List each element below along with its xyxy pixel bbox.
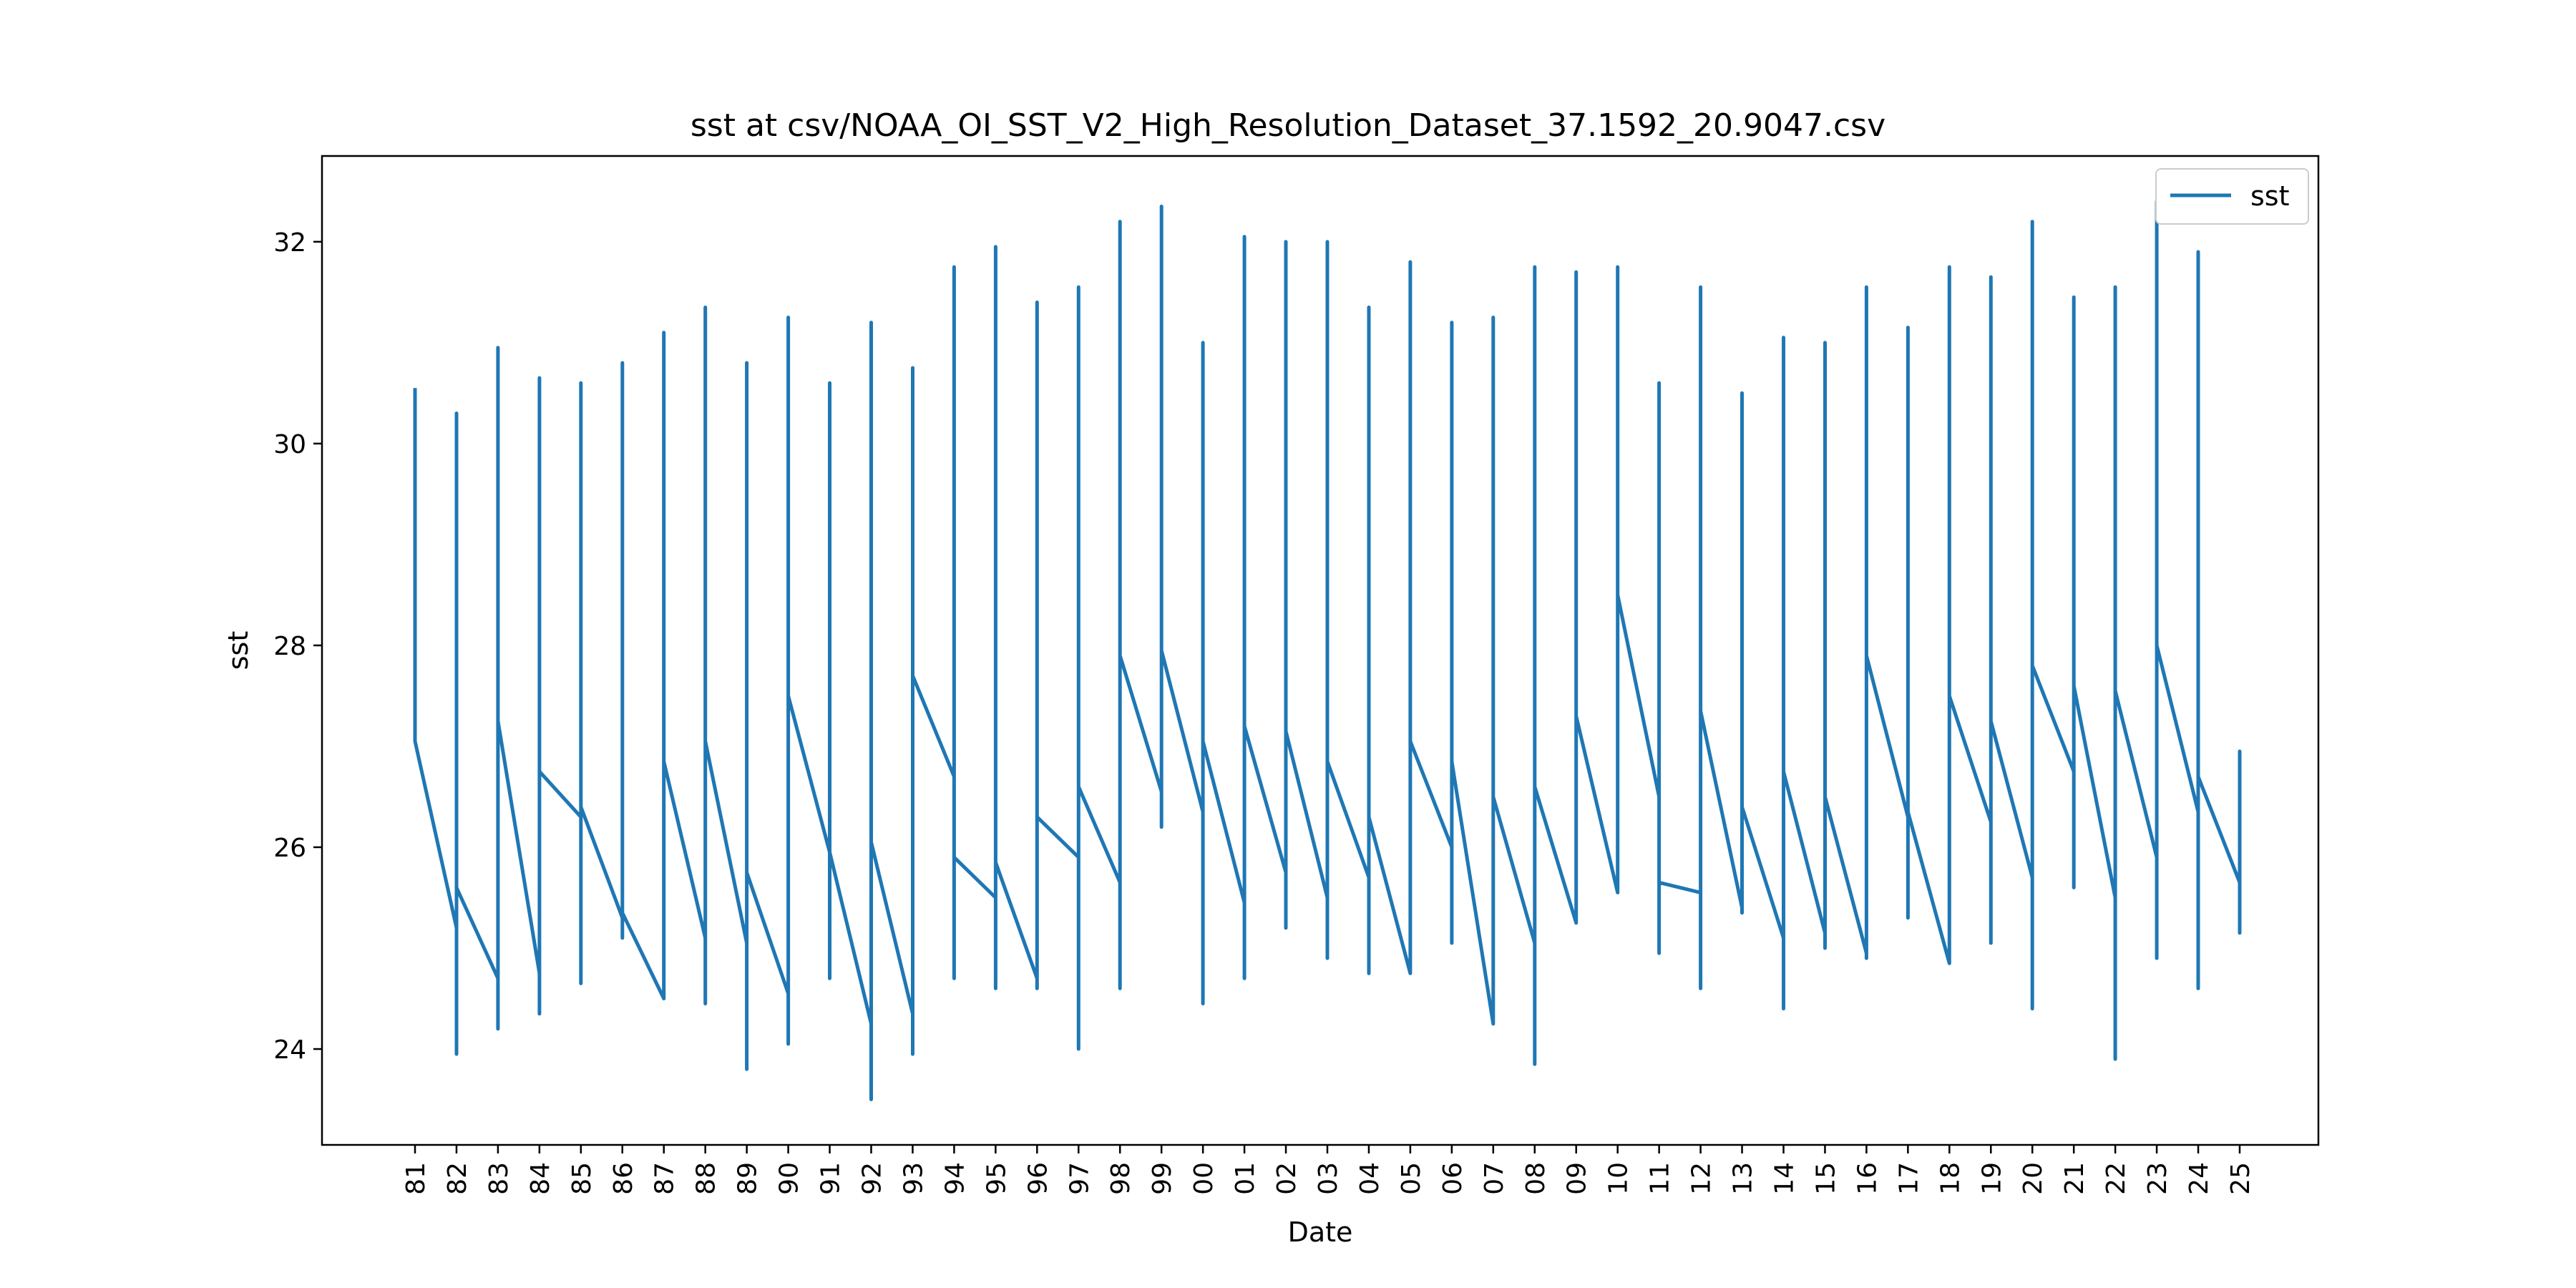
x-tick-label: 14 [1770, 1162, 1800, 1195]
x-tick-label: 04 [1355, 1162, 1385, 1195]
x-tick-label: 19 [1977, 1162, 2006, 1195]
y-tick-label: 26 [273, 834, 306, 863]
x-tick-label: 94 [940, 1162, 970, 1195]
x-tick-label: 82 [443, 1162, 472, 1195]
legend-label-sst: sst [2250, 180, 2290, 212]
x-tick-label: 84 [526, 1162, 555, 1195]
x-tick-label: 81 [401, 1162, 431, 1195]
y-tick-label: 32 [273, 228, 306, 258]
x-tick-label: 15 [1812, 1162, 1841, 1195]
x-tick-label: 25 [2226, 1162, 2255, 1195]
x-tick-label: 06 [1438, 1162, 1468, 1195]
x-tick-label: 09 [1563, 1162, 1592, 1195]
x-tick-label: 97 [1065, 1162, 1094, 1195]
x-tick-label: 93 [899, 1162, 929, 1195]
x-tick-label: 18 [1936, 1162, 1965, 1195]
x-tick-label: 12 [1687, 1162, 1717, 1195]
x-tick-label: 98 [1106, 1162, 1136, 1195]
x-tick-label: 01 [1231, 1162, 1260, 1195]
x-tick-label: 88 [692, 1162, 721, 1195]
x-tick-label: 10 [1604, 1162, 1634, 1195]
x-tick-label: 95 [982, 1162, 1011, 1195]
x-tick-label: 89 [733, 1162, 763, 1195]
x-tick-label: 21 [2060, 1162, 2089, 1195]
x-tick-label: 85 [567, 1162, 597, 1195]
x-tick-label: 11 [1646, 1162, 1675, 1195]
plot-frame [321, 155, 2320, 1146]
x-tick-label: 02 [1272, 1162, 1302, 1195]
x-tick-label: 24 [2185, 1162, 2214, 1195]
x-tick-label: 03 [1314, 1162, 1343, 1195]
x-tick-label: 17 [1894, 1162, 1923, 1195]
sst-line [413, 200, 2242, 1101]
x-tick-label: 22 [2102, 1162, 2131, 1195]
y-tick-label: 28 [273, 632, 306, 661]
x-tick-label: 83 [484, 1162, 514, 1195]
x-tick-label: 86 [609, 1162, 638, 1195]
legend: sst [2155, 168, 2309, 225]
x-tick-label: 08 [1521, 1162, 1551, 1195]
y-tick-label: 24 [273, 1035, 306, 1065]
x-tick-label: 92 [858, 1162, 887, 1195]
x-axis-label: Date [1288, 1216, 1353, 1248]
sst-series [413, 200, 2242, 1101]
x-tick-label: 20 [2019, 1162, 2048, 1195]
y-axis-label: sst [223, 631, 254, 670]
x-tick-label: 99 [1148, 1162, 1177, 1195]
x-axis-ticks: 81 82 83 84 85 86 87 88 89 90 91 92 93 94 95 96 97 98 99 00… [401, 1145, 2255, 1195]
chart-title: sst at csv/NOAA_OI_SST_V2_High_Resolutio… [691, 107, 1885, 144]
x-tick-label: 16 [1853, 1162, 1882, 1195]
x-tick-label: 05 [1397, 1162, 1426, 1195]
y-tick-label: 30 [273, 430, 306, 459]
x-tick-label: 07 [1480, 1162, 1509, 1195]
x-tick-label: 87 [650, 1162, 680, 1195]
legend-box [2155, 168, 2309, 225]
x-tick-label: 91 [816, 1162, 846, 1195]
x-tick-label: 23 [2143, 1162, 2172, 1195]
x-tick-label: 13 [1729, 1162, 1758, 1195]
x-tick-label: 96 [1023, 1162, 1053, 1195]
x-tick-label: 90 [775, 1162, 804, 1195]
y-axis-ticks: 24 26 28 30 32 [273, 228, 322, 1065]
x-tick-label: 00 [1189, 1162, 1219, 1195]
